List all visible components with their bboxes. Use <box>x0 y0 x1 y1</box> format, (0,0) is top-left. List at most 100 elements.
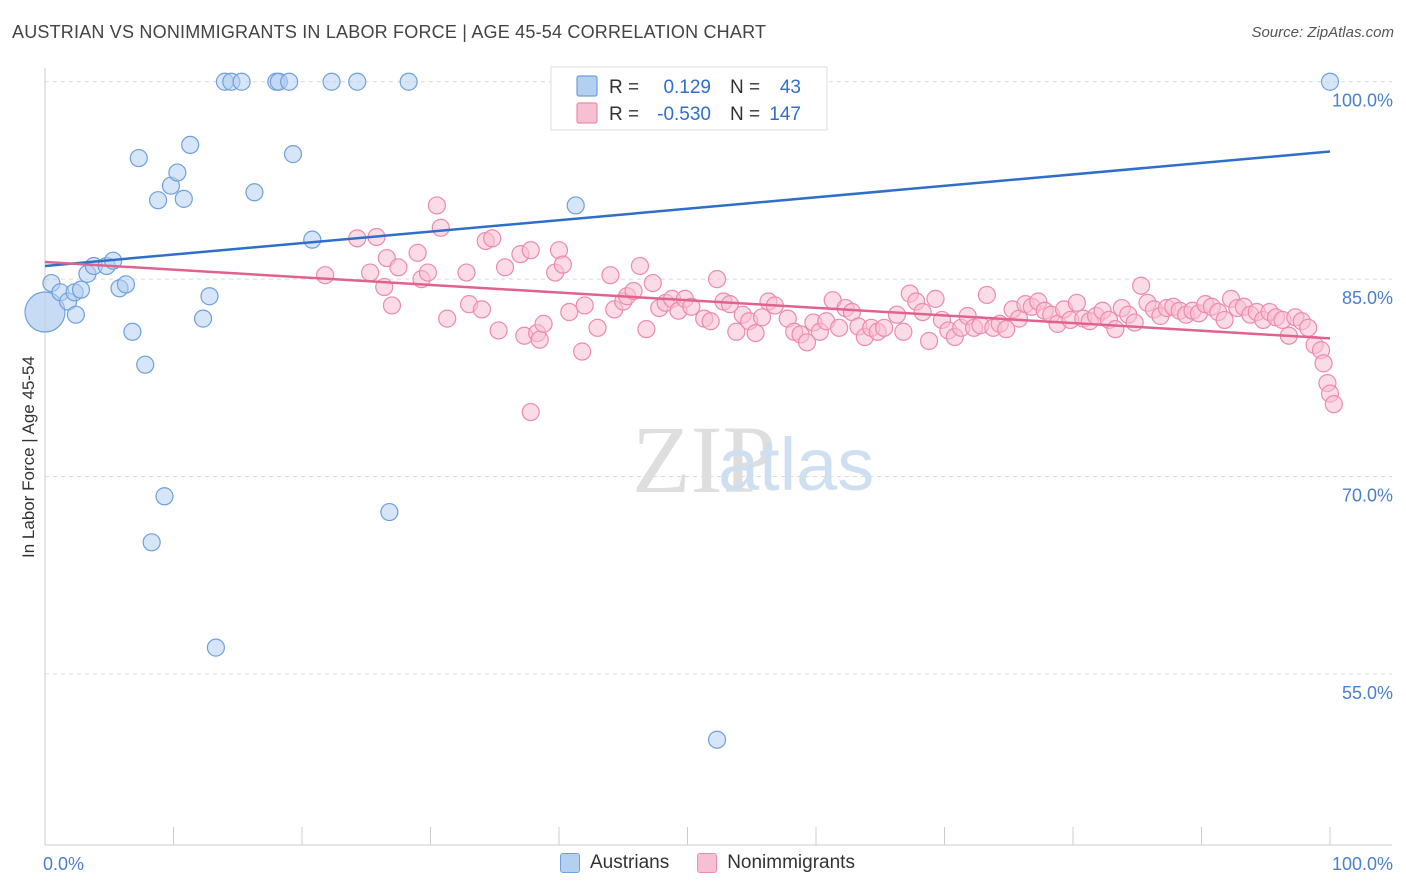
point-nonimmigrants <box>752 308 772 327</box>
point-austrians <box>566 196 585 215</box>
x-tick-label: 100.0% <box>1332 854 1393 874</box>
legend-r-value-austrians: 0.129 <box>663 77 711 98</box>
point-nonimmigrants <box>682 297 701 316</box>
point-nonimmigrants <box>977 285 997 305</box>
point-nonimmigrants <box>489 321 508 340</box>
point-austrians <box>200 287 219 306</box>
point-nonimmigrants <box>521 402 540 422</box>
point-nonimmigrants <box>316 266 335 285</box>
point-nonimmigrants <box>1106 320 1125 339</box>
point-nonimmigrants <box>637 320 656 339</box>
point-nonimmigrants <box>830 318 849 337</box>
legend-label-austrians: Austrians <box>590 852 670 873</box>
point-nonimmigrants <box>1132 276 1151 295</box>
point-austrians <box>116 275 136 294</box>
point-nonimmigrants <box>389 258 408 277</box>
point-nonimmigrants <box>575 296 594 315</box>
y-tick-label: 100.0% <box>1332 91 1393 111</box>
point-austrians <box>129 148 148 168</box>
point-nonimmigrants <box>408 243 427 262</box>
point-nonimmigrants <box>643 273 662 293</box>
point-austrians <box>136 355 155 374</box>
point-austrians <box>232 72 251 91</box>
point-nonimmigrants <box>560 302 579 322</box>
point-nonimmigrants <box>913 302 932 322</box>
point-nonimmigrants <box>887 305 907 324</box>
point-austrians <box>155 487 174 506</box>
y-tick-label: 85.0% <box>1342 288 1393 308</box>
nonimmigrants-swatch <box>697 853 718 873</box>
point-nonimmigrants <box>530 330 549 349</box>
point-nonimmigrants <box>553 255 572 274</box>
point-nonimmigrants <box>926 289 945 308</box>
y-tick-label: 55.0% <box>1342 683 1393 703</box>
correlation-legend: R = 0.129 N = 43 R = -0.530 N = 147 <box>550 66 828 131</box>
point-austrians <box>193 309 213 328</box>
legend-item-austrians[interactable]: Austrians <box>560 852 669 874</box>
axes <box>44 68 1392 846</box>
point-austrians <box>280 72 299 91</box>
point-nonimmigrants <box>438 309 457 328</box>
tick-labels: 100.0% 85.0% 70.0% 55.0% 0.0% 100.0% <box>43 91 1393 874</box>
legend-r-label-nonimmigrants: R = <box>609 104 639 125</box>
legend-n-label-austrians: N = <box>730 77 760 98</box>
austrians-points <box>24 72 1340 749</box>
point-nonimmigrants <box>1067 293 1086 312</box>
point-nonimmigrants <box>483 229 502 248</box>
point-nonimmigrants <box>495 258 515 277</box>
point-nonimmigrants <box>1314 354 1333 373</box>
point-nonimmigrants <box>382 296 402 315</box>
watermark: ZIP atlas <box>632 406 874 513</box>
point-nonimmigrants <box>427 196 447 215</box>
legend-r-label-austrians: R = <box>609 77 639 98</box>
point-nonimmigrants <box>573 342 592 361</box>
point-austrians <box>148 191 168 210</box>
point-nonimmigrants <box>601 266 620 285</box>
point-nonimmigrants <box>1215 310 1234 330</box>
point-nonimmigrants <box>431 218 450 237</box>
legend-item-nonimmigrants[interactable]: Nonimmigrants <box>697 852 855 874</box>
point-austrians <box>142 533 161 552</box>
chart-title: AUSTRIAN VS NONIMMIGRANTS IN LABOR FORCE… <box>12 22 767 42</box>
point-austrians <box>206 638 226 657</box>
trend-line-nonimmigrants <box>44 260 1331 340</box>
point-nonimmigrants <box>746 323 765 343</box>
austrians-swatch <box>560 853 580 873</box>
point-austrians <box>174 189 193 208</box>
point-austrians <box>181 135 200 155</box>
legend-n-label-nonimmigrants: N = <box>730 104 760 125</box>
point-nonimmigrants <box>588 318 607 337</box>
point-austrians <box>303 230 322 249</box>
gridlines <box>45 81 1392 675</box>
watermark-atlas: atlas <box>718 423 874 506</box>
point-nonimmigrants <box>1324 395 1343 414</box>
point-nonimmigrants <box>1125 313 1144 332</box>
point-nonimmigrants <box>919 331 939 351</box>
y-tick-label: 70.0% <box>1342 486 1393 506</box>
point-nonimmigrants <box>521 241 540 260</box>
point-austrians <box>399 72 418 91</box>
trend-lines <box>44 150 1331 340</box>
point-austrians <box>245 183 264 202</box>
y-axis-label: In Labor Force | Age 45-54 <box>19 356 38 558</box>
point-nonimmigrants <box>418 263 438 282</box>
point-nonimmigrants <box>894 322 913 341</box>
point-austrians <box>66 305 85 324</box>
legend-n-value-austrians: 43 <box>780 77 801 98</box>
point-nonimmigrants <box>707 270 727 289</box>
x-tick-label: 0.0% <box>43 854 84 874</box>
legend-r-value-nonimmigrants: -0.530 <box>657 104 711 125</box>
point-austrians <box>71 280 91 299</box>
point-nonimmigrants <box>1299 318 1318 337</box>
point-nonimmigrants <box>797 333 817 352</box>
point-austrians <box>348 72 367 91</box>
source-credit: Source: ZipAtlas.com <box>1251 24 1394 41</box>
point-nonimmigrants <box>630 256 650 276</box>
legend-label-nonimmigrants: Nonimmigrants <box>727 852 855 873</box>
point-nonimmigrants <box>701 312 720 331</box>
point-austrians <box>168 163 187 182</box>
point-nonimmigrants <box>534 314 553 333</box>
point-nonimmigrants <box>624 281 643 301</box>
legend-swatch-nonimmigrants <box>576 102 598 124</box>
